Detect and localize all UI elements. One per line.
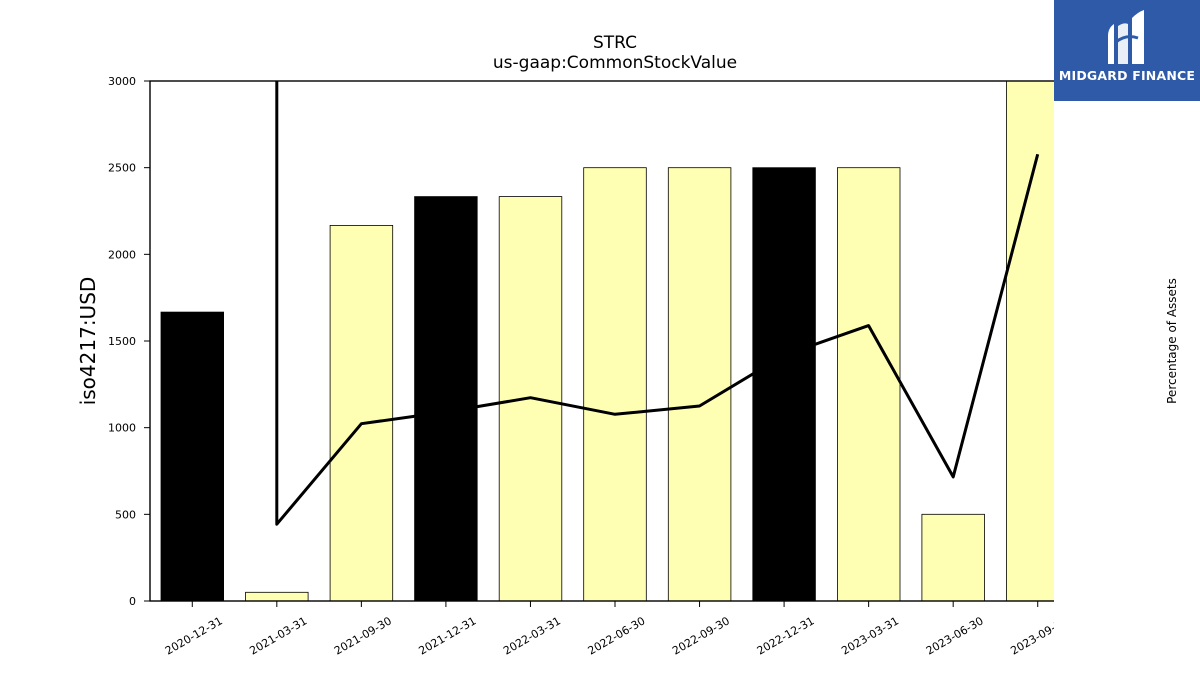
x-tick-label: 2022-03-31 [501,614,563,657]
bars [160,80,1054,602]
y-tick-label: 500 [115,508,136,521]
bar-2023-03-31 [837,167,901,602]
y-tick-label: 2500 [108,162,136,175]
bar-2022-09-30 [667,167,732,602]
x-tick-label: 2022-12-31 [755,614,817,657]
series-line-percentage [275,81,1040,526]
chart-title: STRC [593,33,637,53]
bar-2021-09-30 [329,224,394,602]
x-tick-label: 2021-12-31 [417,614,479,657]
y2-axis-label-wrap: Percentage of Assets [1165,278,1179,404]
logo-text: MIDGARD FINANCE [1058,68,1196,83]
x-tick-label: 2022-06-30 [586,614,648,657]
bar-2020-12-31 [160,311,224,602]
y-tick-label: 1500 [108,335,136,348]
x-tick-label: 2021-09-30 [332,614,394,657]
y-tick-label: 3000 [108,75,136,88]
chart: STRC us-gaap:CommonStockValue iso4217:US… [76,33,1054,658]
y-tick-label: 0 [129,595,136,608]
chart-subtitle: us-gaap:CommonStockValue [493,53,737,73]
logo-mark-icon [1108,10,1144,64]
bar-2021-03-31 [245,591,309,602]
x-tick-label: 2021-03-31 [247,614,309,657]
bar-2023-06-30 [921,513,985,602]
axes: 050010001500200025003000−0.00050.00000.0… [108,75,1054,658]
y-tick-label: 1000 [108,422,136,435]
x-tick-label: 2023-03-31 [839,614,901,657]
bar-2023-09-30 [1006,80,1054,602]
x-tick-label: 2022-09-30 [670,614,732,657]
bar-2021-12-31 [414,196,478,602]
x-tick-label: 2023-09-30 [1008,614,1054,657]
y-axis-label: iso4217:USD [76,277,100,406]
x-tick-label: 2023-06-30 [924,614,986,657]
x-tick-label: 2020-12-31 [163,614,225,657]
y-tick-label: 2000 [108,248,136,261]
bar-2022-12-31 [752,167,816,602]
y2-axis-label: Percentage of Assets [1165,278,1179,404]
line-layer [275,81,1040,526]
brand-logo: MIDGARD FINANCE [1054,0,1200,101]
bar-2022-06-30 [583,167,647,602]
